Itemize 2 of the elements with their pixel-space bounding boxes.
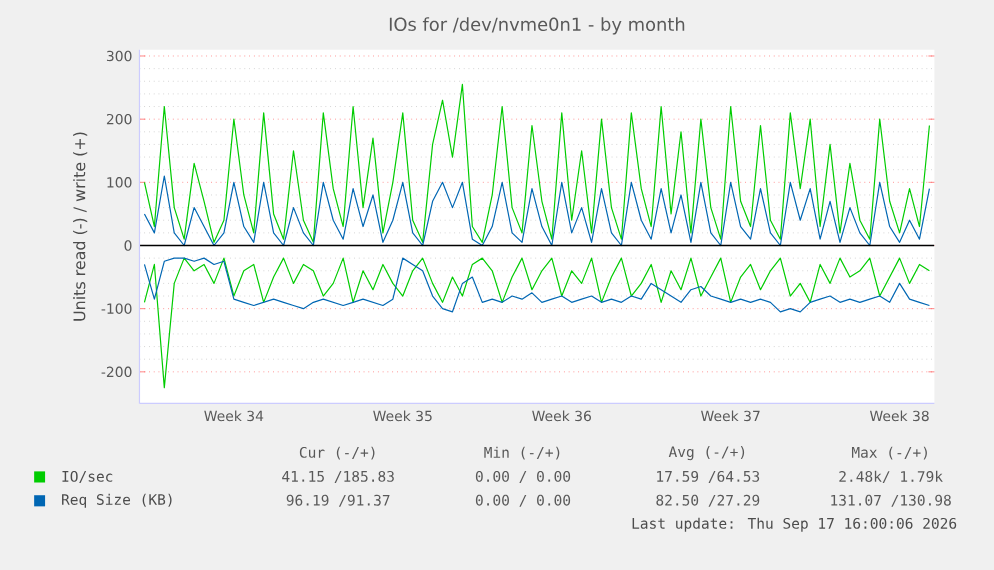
line-series — [143, 83, 931, 243]
chart-title: IOs for /dev/nvme0n1 - by month — [389, 17, 685, 35]
